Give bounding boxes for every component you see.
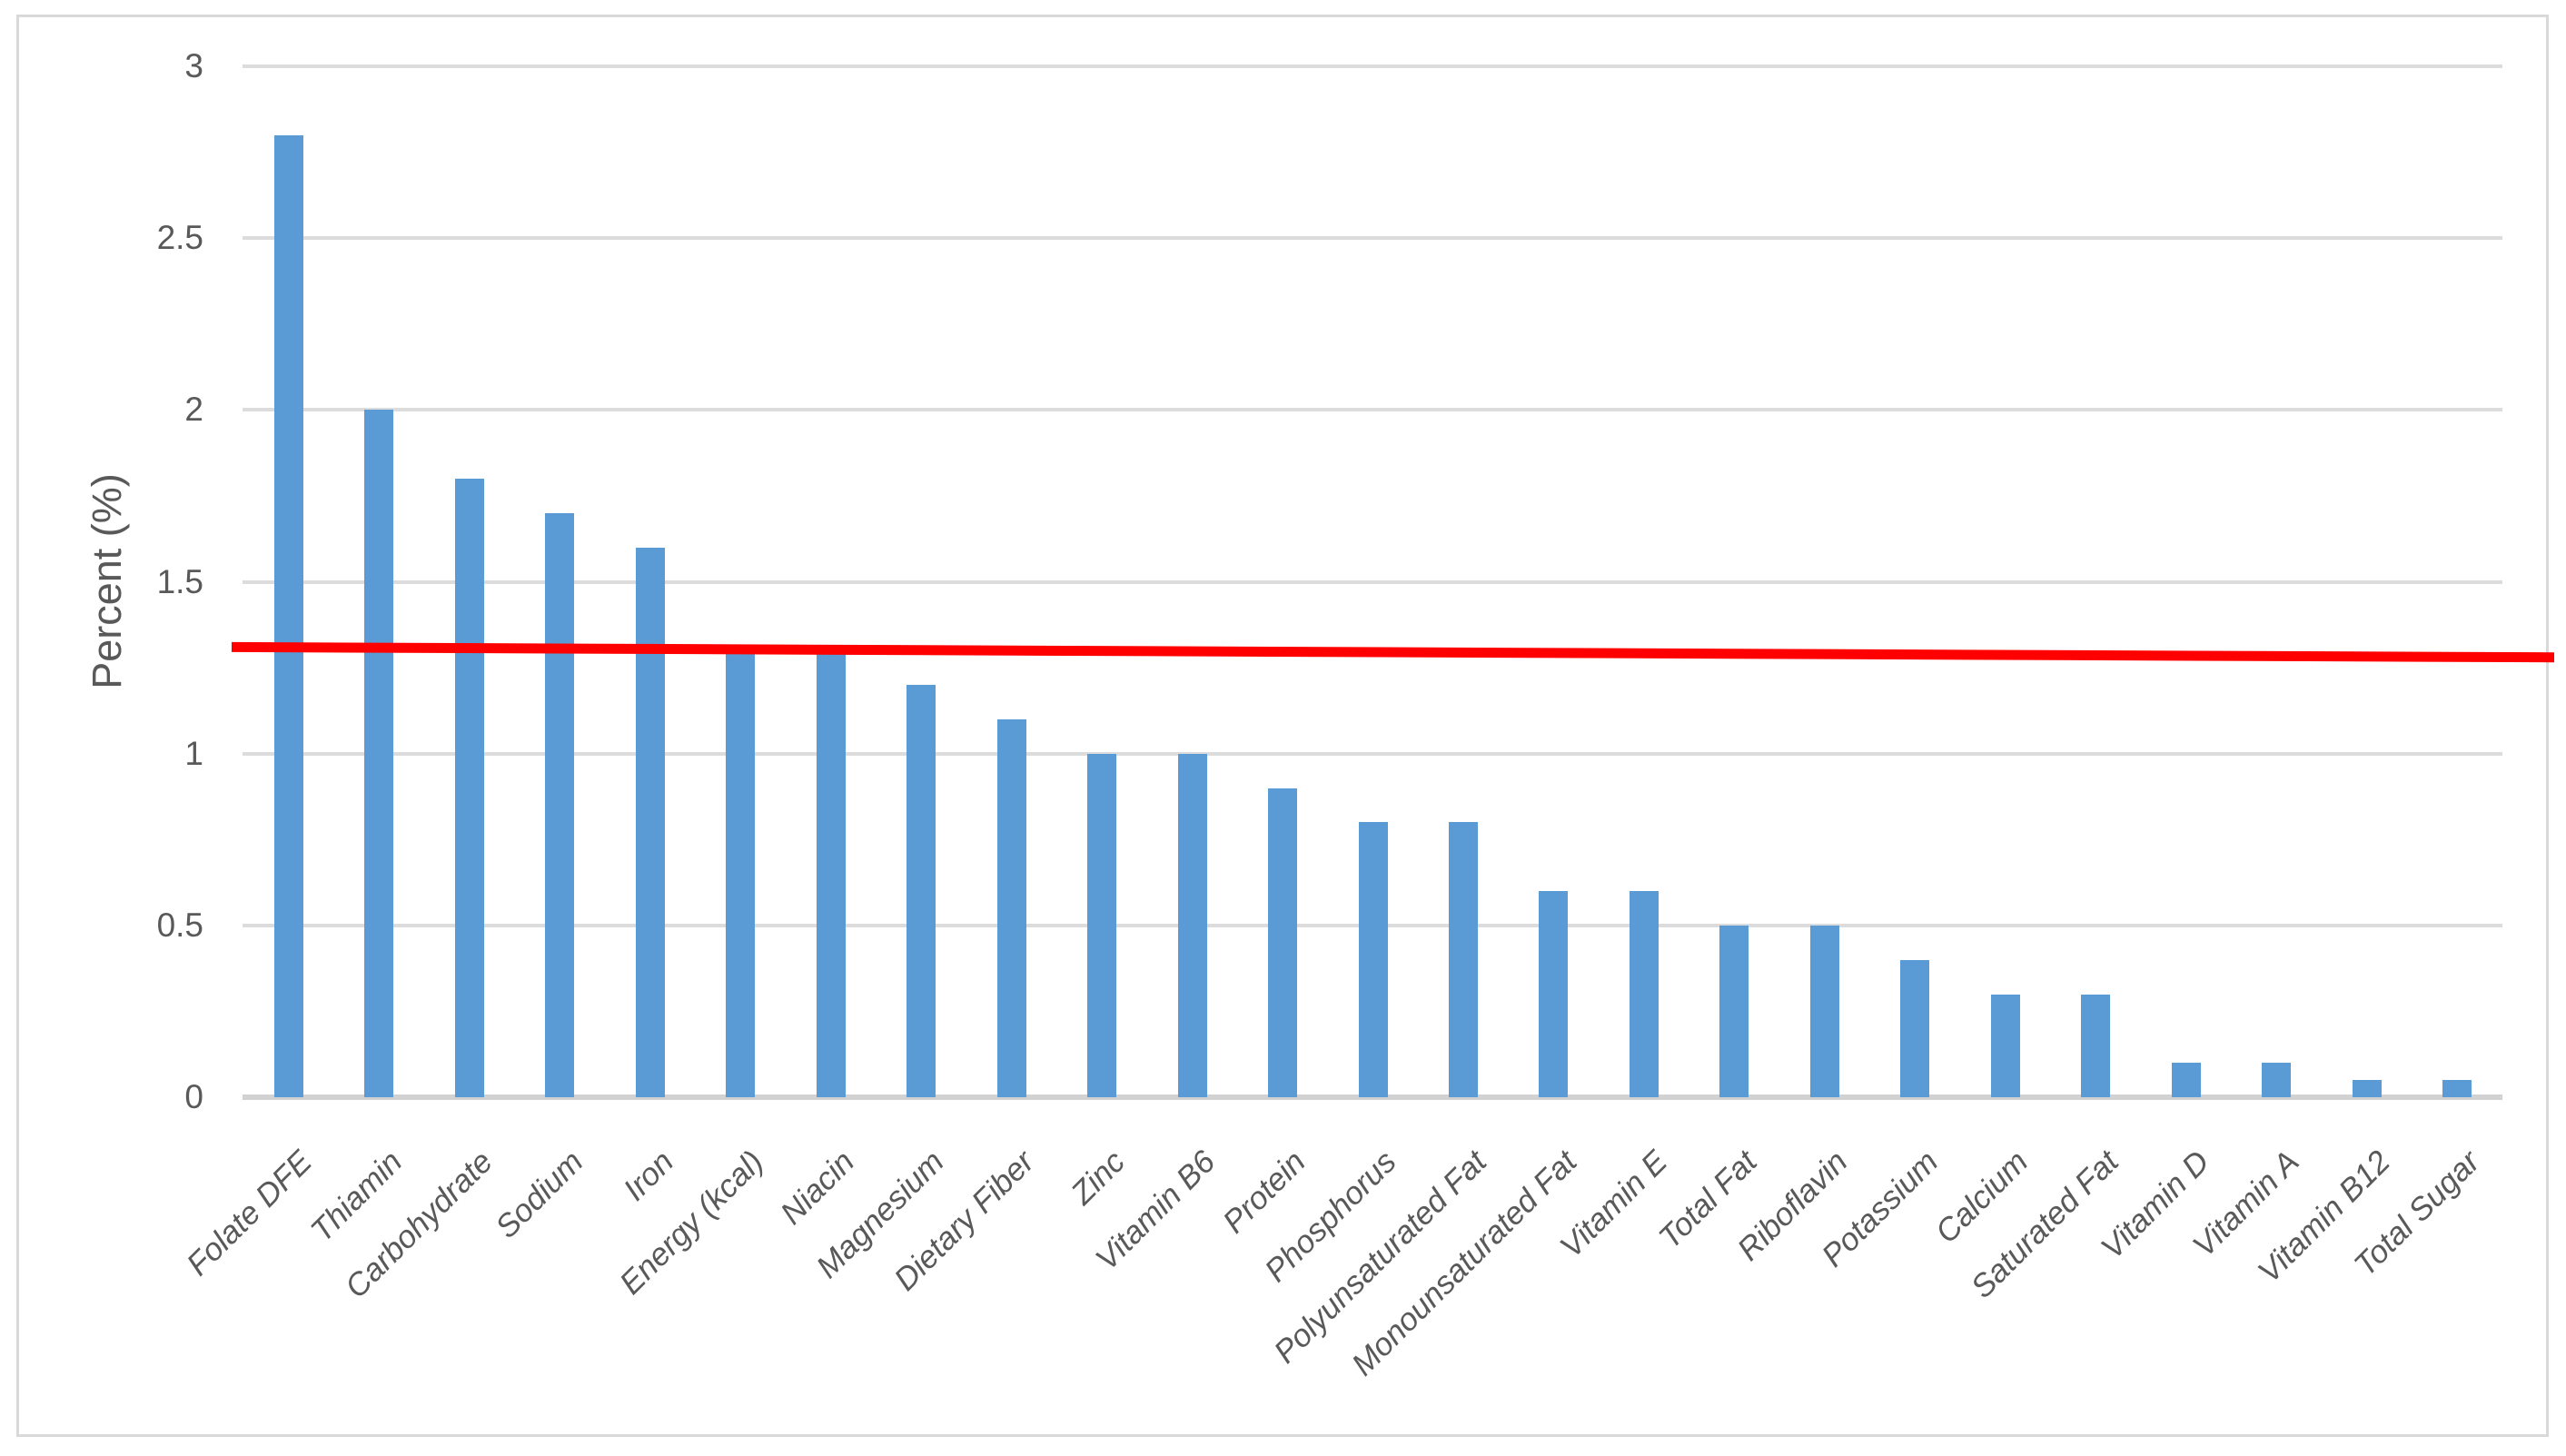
bar [1448,822,1478,1097]
bar [1177,753,1207,1097]
bar [1990,994,2020,1097]
bar [635,547,665,1097]
y-tick-label: 2 [184,391,203,429]
bar [1629,891,1659,1097]
y-tick-label: 1 [184,734,203,772]
bar [1087,753,1117,1097]
bar [1539,891,1569,1097]
bar [454,479,484,1097]
y-axis-title: Percent (%) [84,473,130,689]
bar [2352,1080,2382,1097]
y-tick-label: 2.5 [156,219,203,257]
gridline [243,236,2502,241]
x-axis-baseline [243,1094,2502,1100]
bar [2442,1080,2472,1097]
y-tick-label: 3 [184,47,203,84]
bar [1809,925,1839,1097]
bar [816,650,846,1097]
bar [2171,1063,2201,1097]
bar [996,718,1026,1097]
bar [545,512,575,1097]
bar [1268,787,1298,1097]
bar [2262,1063,2292,1097]
y-tick-label: 0.5 [156,906,203,944]
bar [274,134,303,1097]
bar [907,685,936,1097]
figure-border [16,15,2549,1437]
bar [2081,994,2111,1097]
bar [1719,925,1749,1097]
y-tick-label: 1.5 [156,562,203,600]
bar [1358,822,1388,1097]
gridline [243,408,2502,412]
bar [1900,959,1930,1097]
gridline [243,579,2502,584]
y-tick-label: 0 [184,1078,203,1115]
bar [364,410,394,1097]
gridline [243,751,2502,756]
gridline [243,64,2502,68]
bar [726,650,756,1097]
